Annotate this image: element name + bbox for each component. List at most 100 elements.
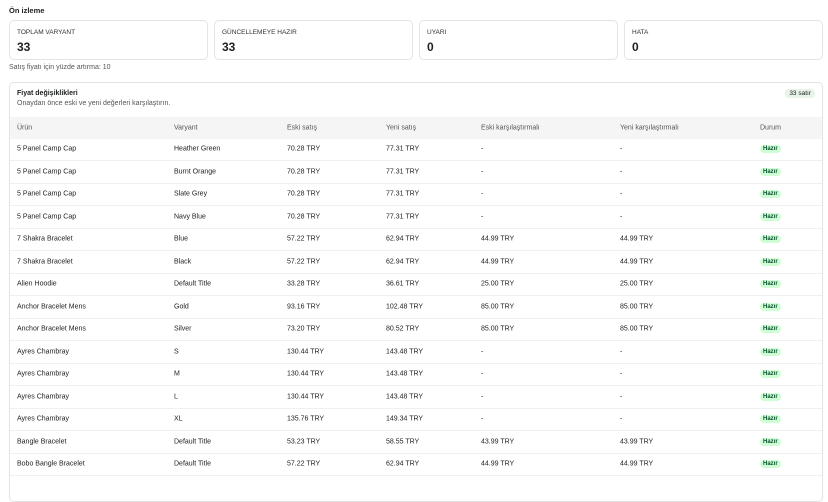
- table-cell: 85.00 TRY: [481, 325, 515, 333]
- table-cell: 25.00 TRY: [620, 280, 654, 288]
- table-cell: 102.48 TRY: [386, 303, 424, 310]
- table-cell: -: [481, 168, 484, 175]
- table-cell: 77.31 TRY: [386, 190, 420, 198]
- status-badge: Hazır: [760, 145, 781, 153]
- row-divider: [10, 227, 822, 229]
- table-cell: -: [481, 415, 484, 423]
- table-cell: -: [620, 415, 623, 423]
- table-cell: 44.99 TRY: [481, 460, 515, 468]
- table-cell: 149.34 TRY: [386, 415, 424, 423]
- table-cell: -: [620, 190, 623, 198]
- row-divider: [10, 272, 822, 274]
- table-cell: Ayres Chambray: [17, 348, 70, 355]
- row-divider: [10, 430, 822, 431]
- table-cell: -: [481, 190, 484, 198]
- page-title: Ön izleme: [9, 6, 45, 15]
- table-cell: M: [174, 370, 180, 378]
- column-header: Eski karşılaştırmalı: [481, 124, 540, 132]
- status-badge: Hazır: [760, 235, 781, 243]
- status-badge: Hazır: [760, 280, 781, 288]
- table-cell: 5 Panel Camp Cap: [17, 168, 77, 175]
- table-cell: 80.52 TRY: [386, 325, 420, 333]
- table-cell: 130.44 TRY: [287, 393, 325, 400]
- status-badge: Hazır: [760, 415, 781, 423]
- column-header: Ürün: [17, 124, 33, 132]
- table-cell: Anchor Bracelet Mens: [17, 303, 86, 310]
- table-cell: Default Title: [174, 280, 211, 288]
- card-value: 33: [222, 40, 236, 54]
- status-badge: Hazır: [760, 257, 781, 266]
- status-badge: Hazır: [760, 437, 781, 446]
- status-badge: Hazır: [760, 302, 781, 311]
- table-cell: Default Title: [174, 438, 211, 445]
- page: Ön izleme TOPLAM VARYANT 33 GÜNCELLEMEYE H…: [9, 6, 823, 502]
- status-badge: Hazır: [760, 167, 781, 176]
- table-title: Fiyat değişiklikleri: [17, 90, 78, 97]
- row-divider: [10, 250, 822, 251]
- table-cell: 57.22 TRY: [287, 258, 321, 265]
- table-cell: L: [174, 393, 178, 400]
- table-cell: 85.00 TRY: [620, 325, 654, 333]
- table-cell: 44.99 TRY: [481, 258, 515, 265]
- table-cell: 70.28 TRY: [287, 213, 321, 220]
- table-subtitle: Onaydan önce eski ve yeni değerleri karş…: [17, 100, 171, 107]
- column-header: Eski satış: [287, 124, 317, 132]
- table-cell: 25.00 TRY: [481, 280, 515, 288]
- table-cell: 135.76 TRY: [287, 415, 325, 423]
- status-badge: Hazır: [760, 347, 781, 356]
- row-divider: [10, 160, 822, 161]
- table-cell: 57.22 TRY: [287, 460, 321, 468]
- status-badge: Hazır: [760, 325, 781, 333]
- row-divider: [10, 205, 822, 206]
- table-cell: 143.48 TRY: [386, 348, 424, 355]
- table-cell: Black: [174, 258, 192, 265]
- table-cell: 62.94 TRY: [386, 235, 420, 243]
- status-badge: Hazır: [760, 212, 781, 221]
- card-label: UYARI: [427, 29, 447, 36]
- table-cell: 130.44 TRY: [287, 348, 325, 355]
- column-header: Varyant: [174, 124, 198, 132]
- summary-card: TOPLAM VARYANT 33: [9, 20, 208, 60]
- table-cell: 62.94 TRY: [386, 460, 420, 468]
- table-cell: Heather Green: [174, 145, 221, 153]
- table-cell: 130.44 TRY: [287, 370, 325, 378]
- row-divider: [10, 295, 822, 296]
- column-header: Yeni karşılaştırmalı: [620, 124, 679, 132]
- table-cell: Bangle Bracelet: [17, 438, 67, 445]
- card-value: 0: [632, 40, 639, 54]
- table-cell: 43.99 TRY: [481, 438, 515, 445]
- table-cell: Ayres Chambray: [17, 393, 70, 400]
- table-cell: 43.99 TRY: [620, 438, 654, 445]
- table-cell: -: [620, 213, 623, 220]
- table-cell: Blue: [174, 235, 189, 243]
- table-cell: Navy Blue: [174, 213, 206, 220]
- note: Satış fiyatı için yüzde artırma: 10: [9, 64, 111, 71]
- table-cell: -: [481, 393, 484, 400]
- card-label: GÜNCELLEMEYE HAZIR: [222, 29, 297, 36]
- row-count-badge: 33 satır: [785, 89, 815, 98]
- table-cell: -: [620, 168, 623, 175]
- table-cell: 77.31 TRY: [386, 145, 420, 153]
- table-cell: 93.16 TRY: [287, 303, 321, 310]
- table-cell: 5 Panel Camp Cap: [17, 213, 77, 220]
- summary-card: UYARI 0: [419, 20, 618, 60]
- table-card: Fiyat değişiklikleri Onaydan önce eski v…: [9, 82, 823, 502]
- row-divider: [10, 182, 822, 184]
- table-cell: 44.99 TRY: [620, 235, 654, 243]
- row-divider: [10, 340, 822, 341]
- table-cell: 143.48 TRY: [386, 393, 424, 400]
- table-cell: 53.23 TRY: [287, 438, 321, 445]
- summary-card: HATA 0: [624, 20, 823, 60]
- card-value: 33: [17, 40, 31, 54]
- table-cell: 36.61 TRY: [386, 280, 420, 288]
- row-divider: [10, 362, 822, 364]
- table-cell: Anchor Bracelet Mens: [17, 325, 86, 333]
- table-cell: -: [620, 145, 623, 153]
- status-badge: Hazır: [760, 370, 781, 378]
- table-cell: 5 Panel Camp Cap: [17, 190, 77, 198]
- table-cell: 77.31 TRY: [386, 213, 420, 220]
- table-cell: 70.28 TRY: [287, 190, 321, 198]
- table-header: Ürün Varyant Eski satış Yeni satış Eski karş…: [10, 117, 822, 139]
- table-cell: Ayres Chambray: [17, 370, 70, 378]
- table-cell: Bobo Bangle Bracelet: [17, 460, 85, 468]
